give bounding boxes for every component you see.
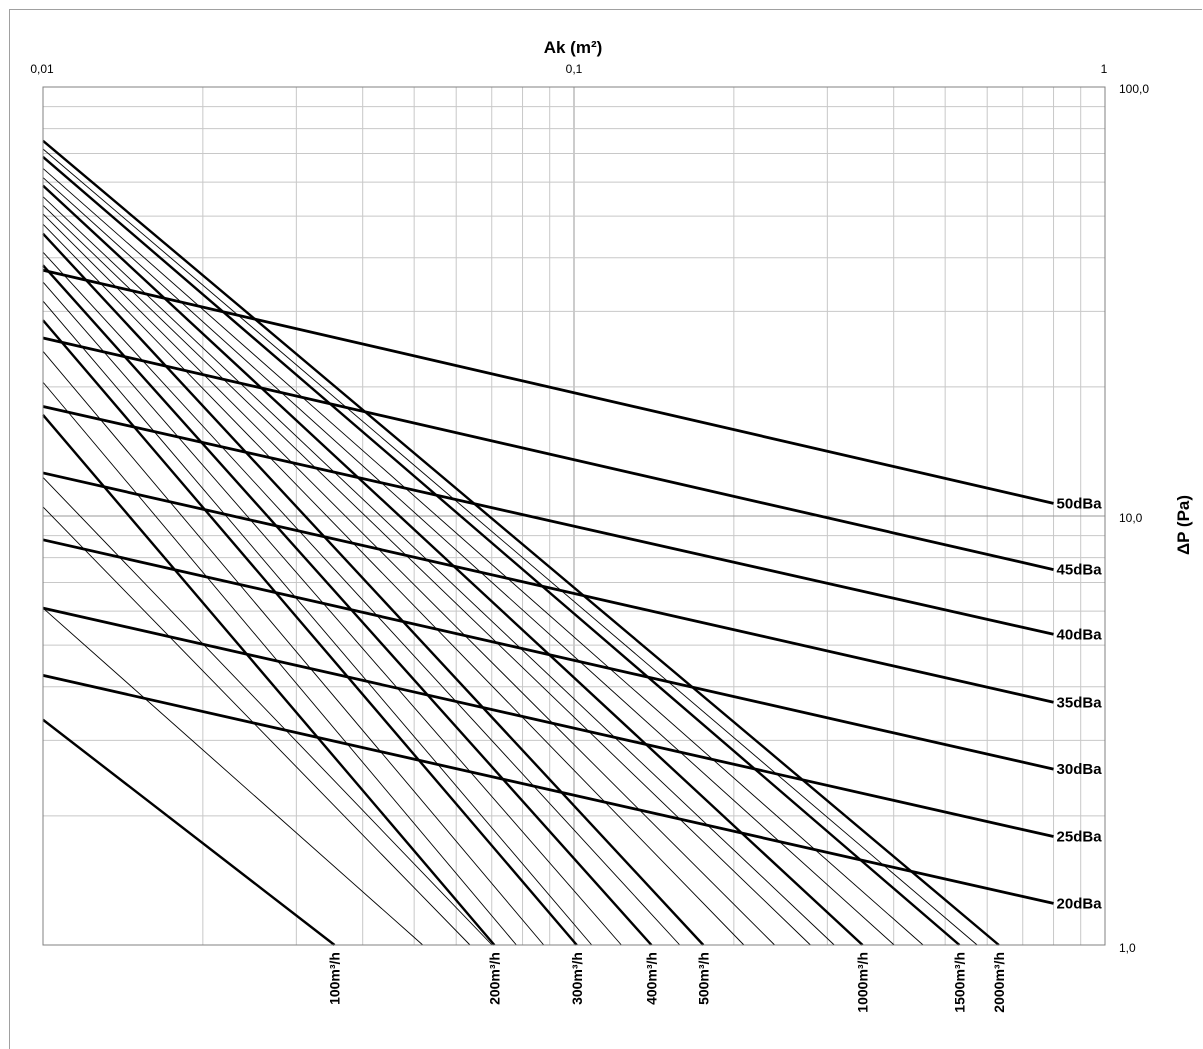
noise-line-50dBa (42, 268, 1054, 505)
flow-label-17: 1000m³/h (855, 952, 871, 1013)
noise-label-30dBa: 30dBa (1057, 761, 1103, 778)
x-axis-title: Ak (m²) (544, 38, 603, 57)
chart-frame (9, 9, 1202, 1049)
x-tick-label-1: 0,1 (566, 62, 583, 76)
noise-label-25dBa: 25dBa (1057, 829, 1103, 846)
flow-lines (42, 139, 1000, 946)
noise-label-45dBa: 45dBa (1057, 562, 1103, 579)
x-tick-label-0: 0,01 (30, 62, 54, 76)
flow-line-12 (42, 232, 705, 946)
flow-line-10 (42, 264, 653, 946)
noise-line-40dBa (42, 405, 1054, 636)
flow-line-13 (42, 223, 745, 946)
y-axis-title: ΔP (Pa) (1174, 495, 1193, 555)
flow-line-3 (42, 477, 493, 946)
flow-line-19 (42, 168, 924, 946)
flow-line-9 (42, 281, 622, 946)
plot-border (42, 86, 1106, 946)
flow-line-5 (42, 381, 517, 946)
y-tick-label-1: 10,0 (1119, 511, 1143, 525)
flow-line-14 (42, 213, 775, 946)
flow-label-10: 400m³/h (643, 952, 659, 1005)
flow-label-20: 1500m³/h (951, 952, 967, 1013)
noise-labels: 50dBa 45dBa 40dBa 35dBa 30dBa 25dBa 20dBa (1057, 495, 1103, 912)
flow-line-22 (42, 139, 1000, 946)
flow-line-11 (42, 251, 681, 946)
flow-label-22: 2000m³/h (991, 952, 1007, 1013)
noise-line-25dBa (42, 606, 1054, 838)
flow-label-4: 200m³/h (486, 952, 502, 1005)
flow-line-4 (42, 414, 496, 946)
grid (42, 86, 1106, 946)
y-tick-label-2: 1,0 (1119, 941, 1136, 955)
x-tick-label-2: 1 (1101, 62, 1108, 76)
flow-line-6 (42, 351, 545, 946)
noise-line-30dBa (42, 538, 1054, 771)
flow-line-18 (42, 177, 895, 946)
flow-labels: 100m³/h 200m³/h 300m³/h 400m³/h 500m³/h 1000m… (327, 952, 1007, 1013)
flow-line-0 (42, 718, 336, 946)
flow-line-21 (42, 148, 978, 946)
flow-label-7: 300m³/h (569, 952, 585, 1005)
flow-label-0: 100m³/h (327, 952, 343, 1005)
noise-line-35dBa (42, 471, 1054, 704)
flow-line-15 (42, 204, 811, 946)
flow-line-8 (42, 300, 593, 946)
y-tick-label-0: 100,0 (1119, 82, 1149, 96)
noise-label-35dBa: 35dBa (1057, 694, 1103, 711)
flow-line-2 (42, 506, 471, 946)
flow-label-12: 500m³/h (695, 952, 711, 1005)
flow-line-1 (42, 607, 424, 946)
noise-label-50dBa: 50dBa (1057, 495, 1103, 512)
flow-line-20 (42, 156, 961, 946)
noise-line-20dBa (42, 674, 1054, 905)
noise-label-20dBa: 20dBa (1057, 895, 1103, 912)
noise-label-40dBa: 40dBa (1057, 626, 1103, 643)
flow-line-7 (42, 319, 578, 946)
noise-line-45dBa (42, 336, 1054, 571)
flow-line-16 (42, 196, 835, 946)
noise-lines (42, 268, 1054, 905)
